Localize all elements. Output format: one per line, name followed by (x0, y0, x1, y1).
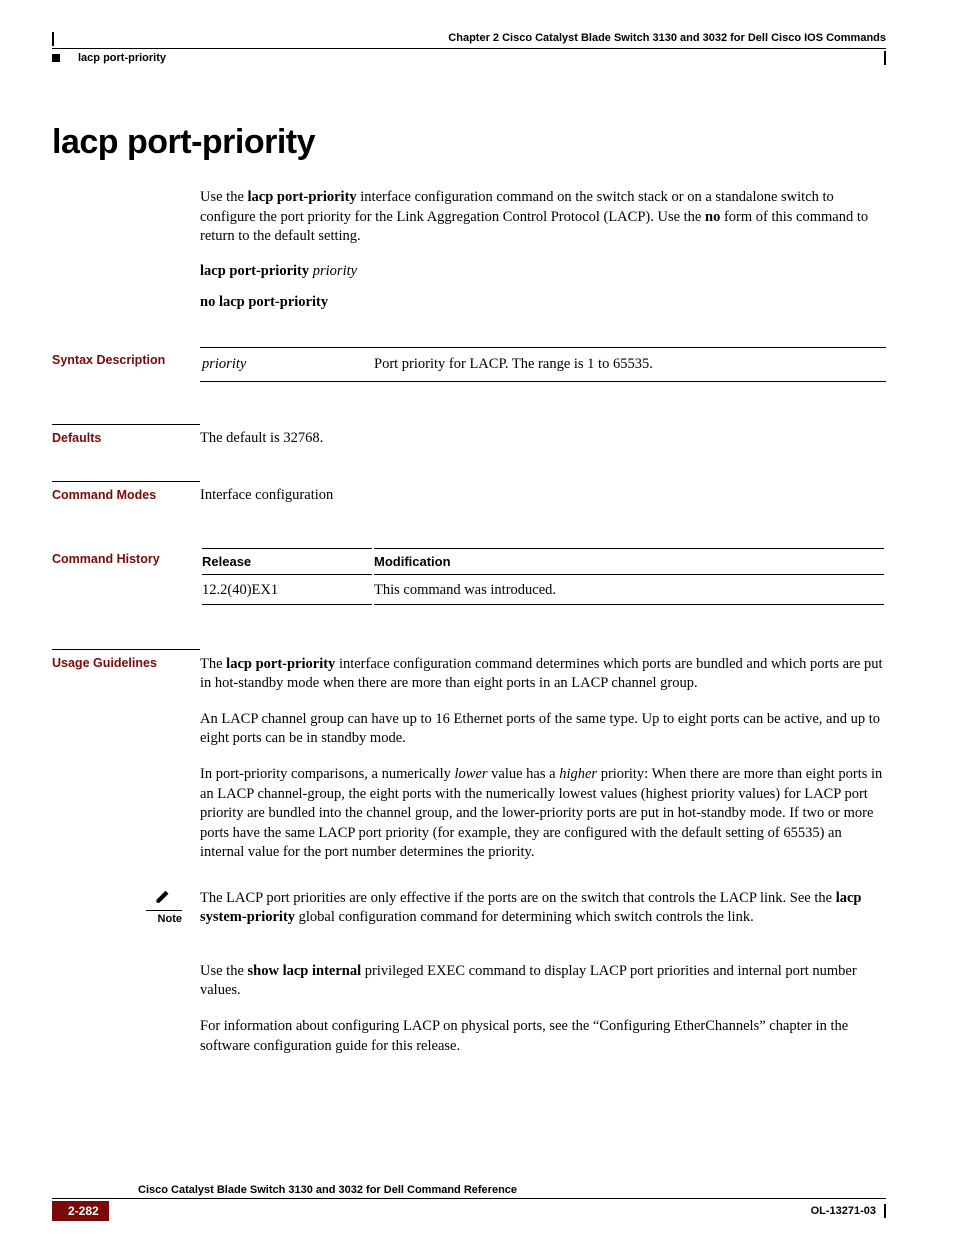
usage-p1: The lacp port-priority interface configu… (200, 655, 886, 694)
note-icon (146, 889, 182, 911)
history-release: 12.2(40)EX1 (202, 577, 372, 605)
tail-p1: Use the show lacp internal privileged EX… (200, 962, 886, 1001)
note-block: Note The LACP port priorities are only e… (52, 889, 886, 944)
section-label: Syntax Description (52, 347, 200, 367)
tail-block: Use the show lacp internal privileged EX… (200, 962, 886, 1056)
running-head-text: lacp port-priority (78, 52, 166, 64)
intro-block: Use the lacp port-priority interface con… (200, 188, 886, 311)
syntax-table: priority Port priority for LACP. The ran… (200, 347, 886, 382)
history-table: Release Modification 12.2(40)EX1 This co… (200, 546, 886, 607)
syntax-line-1: lacp port-priority priority (200, 263, 886, 280)
page-footer: Cisco Catalyst Blade Switch 3130 and 303… (52, 1184, 886, 1221)
page-header: Chapter 2 Cisco Catalyst Blade Switch 31… (52, 32, 886, 49)
chapter-title: Chapter 2 Cisco Catalyst Blade Switch 31… (448, 32, 886, 46)
section-label: Command Modes (52, 481, 200, 502)
page-number-badge: 2-282 (52, 1201, 109, 1221)
syntax-line-2: no lacp port-priority (200, 294, 886, 311)
modes-text: Interface configuration (200, 481, 886, 504)
note-text: The LACP port priorities are only effect… (200, 889, 886, 928)
page-title: lacp port-priority (52, 123, 886, 162)
footer-book-title: Cisco Catalyst Blade Switch 3130 and 303… (52, 1184, 886, 1199)
running-header: lacp port-priority (52, 51, 886, 65)
history-modification: This command was introduced. (374, 577, 884, 605)
section-label: Usage Guidelines (52, 649, 200, 670)
footer-doc-id: OL-13271-03 (811, 1205, 876, 1217)
history-col-release: Release (202, 548, 372, 575)
intro-paragraph: Use the lacp port-priority interface con… (200, 188, 886, 247)
history-col-modification: Modification (374, 548, 884, 575)
header-square-icon (52, 54, 60, 62)
tail-p2: For information about configuring LACP o… (200, 1017, 886, 1056)
syntax-arg: priority (202, 350, 372, 379)
section-defaults: Defaults The default is 32768. (52, 424, 886, 447)
defaults-text: The default is 32768. (200, 424, 886, 447)
usage-p3: In port-priority comparisons, a numerica… (200, 765, 886, 863)
section-label: Command History (52, 546, 200, 566)
note-label: Note (52, 913, 182, 925)
header-right-tick (884, 51, 886, 65)
section-label: Defaults (52, 424, 200, 445)
section-command-modes: Command Modes Interface configuration (52, 481, 886, 504)
section-command-history: Command History Release Modification 12.… (52, 546, 886, 607)
section-usage-guidelines: Usage Guidelines The lacp port-priority … (52, 649, 886, 879)
syntax-block: lacp port-priority priority no lacp port… (200, 263, 886, 311)
section-syntax-description: Syntax Description priority Port priorit… (52, 347, 886, 382)
syntax-arg-desc: Port priority for LACP. The range is 1 t… (374, 350, 884, 379)
usage-p2: An LACP channel group can have up to 16 … (200, 710, 886, 749)
footer-right-tick (884, 1204, 886, 1218)
